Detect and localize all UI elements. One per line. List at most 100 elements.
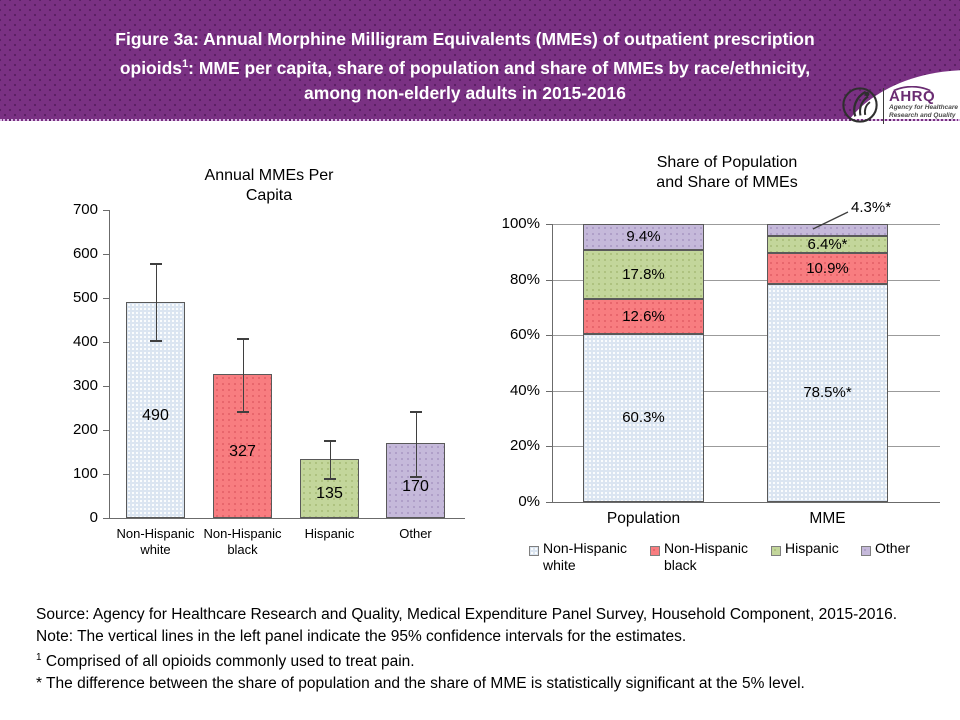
segment-label-population-hispanic: 17.8% — [622, 265, 665, 283]
right-chart-gridline-60 — [553, 335, 940, 337]
category-label-hispanic: Hispanic — [304, 526, 355, 541]
segment-mme-non-hispanic-white — [767, 283, 888, 502]
legend-swatch-hispanic — [771, 546, 781, 556]
ahrq-wordmark-text: AHRQ — [889, 88, 936, 105]
right-chart-y-tick — [546, 390, 553, 392]
left-chart-y-tick-label: 300 — [72, 377, 98, 394]
ci-note: Note: The vertical lines in the left pan… — [36, 627, 687, 645]
error-cap-bottom-hispanic — [323, 477, 336, 480]
segment-mme-other — [767, 223, 888, 236]
annotation-leader-line — [812, 211, 849, 230]
left-chart-y-tick — [103, 210, 110, 211]
right-chart-gridline-20 — [553, 446, 940, 448]
segment-population-non-hispanic-white — [583, 334, 704, 502]
left-chart-y-tick-label: 600 — [72, 245, 98, 262]
footnotes: Source: Agency for Healthcare Research a… — [36, 604, 936, 694]
legend-label-non-hispanic-black: Non-Hispanic black — [664, 540, 749, 573]
value-label-hispanic: 135 — [316, 485, 343, 503]
segment-population-non-hispanic-black — [583, 299, 704, 335]
right-chart-gridline-40 — [553, 390, 940, 392]
error-bar-hispanic — [329, 440, 331, 479]
error-cap-top-non-hispanic-white — [149, 262, 162, 265]
hhs-eagle-icon — [841, 86, 879, 129]
ahrq-logo: AHRQ Agency for Healthcare Research and … — [841, 86, 958, 129]
error-cap-top-non-hispanic-black — [236, 337, 249, 340]
legend-swatch-non-hispanic-white — [529, 546, 539, 556]
segment-label-mme-non-hispanic-white: 78.5%* — [803, 383, 852, 401]
logo-divider — [883, 88, 884, 124]
legend-label-hispanic: Hispanic — [785, 540, 839, 556]
right-chart-y-tick-label: 100% — [501, 215, 540, 232]
bar-non-hispanic-white — [126, 302, 185, 518]
left-chart-y-tick-label: 500 — [72, 289, 98, 306]
left-chart-y-tick — [103, 298, 110, 299]
left-chart-y-tick-label: 700 — [72, 201, 98, 218]
right-chart-y-tick-label: 20% — [509, 437, 540, 455]
ahrq-wordmark: AHRQ Agency for Healthcare Research and … — [889, 86, 958, 119]
category-label-mme: MME — [809, 510, 846, 527]
segment-label-mme-non-hispanic-black: 10.9% — [806, 259, 849, 277]
error-bar-non-hispanic-white — [155, 262, 157, 342]
footnote-1: 1 Comprised of all opioids commonly used… — [36, 652, 415, 671]
segment-label-mme-hispanic: 6.4%* — [807, 235, 848, 253]
annotation-other-mme: 4.3%* — [851, 199, 892, 216]
error-cap-top-hispanic — [323, 440, 336, 443]
segment-population-hispanic — [583, 249, 704, 300]
segment-label-population-non-hispanic-white: 60.3% — [622, 409, 665, 427]
header-banner: Figure 3a: Annual Morphine Milligram Equ… — [0, 0, 960, 121]
error-cap-bottom-non-hispanic-black — [236, 411, 249, 414]
figure-title-line1: Figure 3a: Annual Morphine Milligram Equ… — [115, 29, 815, 49]
segment-mme-non-hispanic-black — [767, 253, 888, 284]
ahrq-tagline-line2: Research and Quality — [889, 111, 956, 119]
left-chart-y-tick — [103, 430, 110, 431]
right-chart-y-tick-label: 0% — [518, 493, 540, 510]
right-chart-gridline-100 — [553, 224, 940, 225]
segment-population-other — [583, 223, 704, 250]
error-cap-bottom-non-hispanic-white — [149, 340, 162, 343]
right-chart-y-tick — [546, 279, 553, 281]
right-chart-x-axis — [546, 502, 940, 503]
legend-label-non-hispanic-white: Non-Hispanic white — [543, 540, 628, 573]
category-label-other: Other — [399, 526, 432, 541]
category-label-non-hispanic-black: Non-Hispanic black — [203, 526, 282, 557]
value-label-non-hispanic-black: 327 — [229, 443, 256, 461]
error-bar-other — [415, 411, 417, 478]
left-chart-y-tick-label: 400 — [72, 333, 98, 350]
right-chart-y-tick — [546, 335, 553, 337]
left-chart-y-tick — [103, 518, 110, 519]
left-chart-y-tick — [103, 386, 110, 387]
right-chart-y-tick — [546, 446, 553, 448]
figure-title: Figure 3a: Annual Morphine Milligram Equ… — [0, 27, 930, 106]
ahrq-tagline-line1: Agency for Healthcare — [889, 104, 958, 111]
right-chart-title: Share of Population and Share of MMEs — [656, 154, 798, 191]
legend-swatch-non-hispanic-black — [650, 546, 660, 556]
figure-title-line2: opioids1: MME per capita, share of popul… — [119, 57, 811, 78]
left-chart-y-axis — [109, 210, 110, 518]
error-cap-top-other — [409, 411, 422, 414]
segment-label-population-non-hispanic-black: 12.6% — [622, 307, 665, 325]
footnote-star: * The difference between the share of po… — [36, 674, 805, 692]
value-label-other: 170 — [402, 477, 429, 495]
value-label-non-hispanic-white: 490 — [142, 407, 169, 425]
right-chart-y-tick — [546, 224, 553, 225]
source-note: Source: Agency for Healthcare Research a… — [36, 606, 898, 623]
right-chart-y-tick-label: 60% — [509, 326, 540, 344]
left-chart-y-tick — [103, 254, 110, 255]
error-cap-bottom-other — [409, 476, 422, 479]
category-label-population: Population — [606, 510, 681, 527]
left-chart-y-tick-label: 0 — [89, 509, 98, 526]
left-chart-y-tick-label: 100 — [72, 465, 98, 482]
segment-mme-hispanic — [767, 235, 888, 254]
error-bar-non-hispanic-black — [242, 337, 244, 413]
ahrq-swoosh-icon — [893, 86, 931, 91]
right-chart-y-axis — [552, 224, 553, 502]
segment-label-population-other: 9.4% — [626, 227, 661, 245]
figure-title-line3: among non-elderly adults in 2015-2016 — [304, 82, 626, 103]
category-label-non-hispanic-white: Non-Hispanic white — [116, 526, 195, 557]
left-chart-y-tick — [103, 342, 110, 343]
left-chart-x-axis — [104, 518, 465, 519]
right-chart-y-tick-label: 80% — [509, 270, 540, 288]
right-chart-y-tick-label: 40% — [509, 381, 540, 399]
